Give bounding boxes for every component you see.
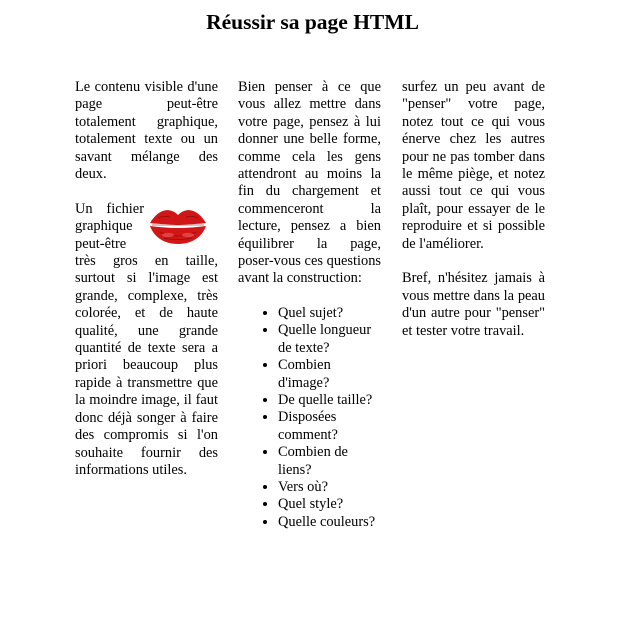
list-item: Quel sujet? <box>278 305 381 322</box>
page-title: Réussir sa page HTML <box>206 10 419 34</box>
paragraph: Bien penser à ce que vous allez mettre d… <box>238 79 381 287</box>
list-item: De quelle taille? <box>278 392 381 409</box>
list-item: Combien d'image? <box>278 357 381 392</box>
column-1: Le contenu visible d'une page peut-être … <box>75 79 218 497</box>
lips-kiss-icon <box>150 209 206 244</box>
list-item: Combien de liens? <box>278 444 381 479</box>
questions-list: Quel sujet? Quelle longueur de texte? Co… <box>238 305 381 531</box>
paragraph: Bref, n'hésitez jamais à vous mettre dan… <box>402 270 545 339</box>
list-item: Vers où? <box>278 479 381 496</box>
column-2: Bien penser à ce que vous allez mettre d… <box>238 79 381 531</box>
paragraph-text: Un fichier graphique peut-être très gros… <box>75 200 218 478</box>
column-3: surfez un peu avant de "penser" votre pa… <box>402 79 545 357</box>
list-item: Quelle longueur de texte? <box>278 322 381 357</box>
paragraph: Un fichier graphique peut-être très gros… <box>75 201 218 480</box>
paragraph: Le contenu visible d'une page peut-être … <box>75 79 218 183</box>
list-item: Quelle couleurs? <box>278 514 381 531</box>
paragraph: surfez un peu avant de "penser" votre pa… <box>402 79 545 252</box>
list-item: Disposées comment? <box>278 409 381 444</box>
list-item: Quel style? <box>278 496 381 513</box>
